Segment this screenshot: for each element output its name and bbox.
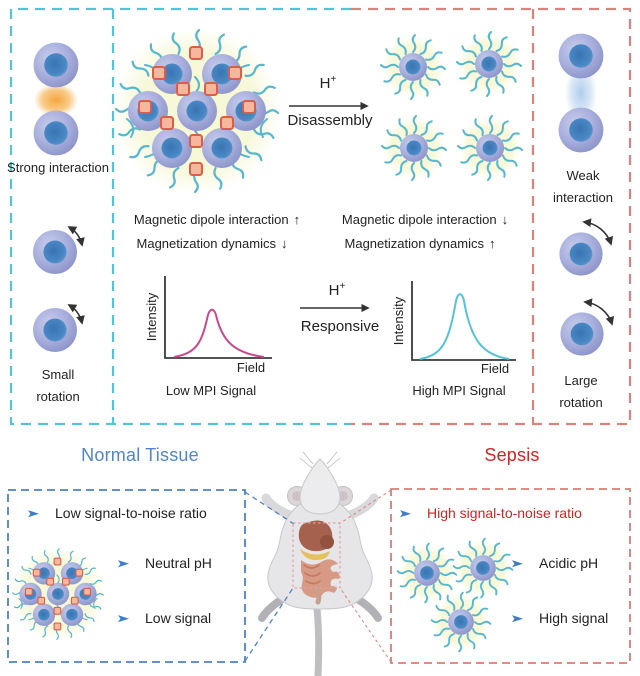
bullet-arrow-icon <box>512 615 523 623</box>
up-arrow-icon: ↑ <box>293 212 301 227</box>
high-mpi-signal-caption: High MPI Signal <box>412 383 506 398</box>
weak-interaction-dimer <box>558 33 604 153</box>
low-plot-y-axis-label: Intensity <box>143 292 159 342</box>
mouse-illustration <box>258 451 382 676</box>
normal-tissue-title: Normal Tissue <box>81 445 199 465</box>
panel-borders <box>7 7 632 664</box>
low-plot-x-axis-label: Field <box>236 360 266 375</box>
low-mpi-signal-caption: Low MPI Signal <box>165 383 257 398</box>
effect-dipole-aggregated: Magnetic dipole interaction ↑ <box>133 212 301 227</box>
high-plot-x-axis-label: Field <box>480 361 510 376</box>
sepsis-bullet-ph: Acidic pH <box>512 555 598 571</box>
low-mpi-plot <box>164 276 272 359</box>
weak-interaction-label-line2: interaction <box>553 190 613 205</box>
strong-interaction-label: Strong interaction <box>7 160 109 175</box>
responsive-label: Responsive <box>300 318 380 335</box>
bullet-arrow-icon <box>118 615 129 623</box>
large-rotation-label-line1: Large <box>564 373 598 388</box>
responsive-hplus-label: H+ <box>328 281 346 299</box>
high-mpi-plot <box>411 281 516 361</box>
sepsis-bullet-snr: High signal-to-noise ratio <box>400 505 582 521</box>
disassembly-label: Disassembly <box>287 112 373 129</box>
sepsis-title: Sepsis <box>484 445 540 465</box>
large-rotation-label-line2: rotation <box>559 395 603 410</box>
down-arrow-icon: ↓ <box>501 212 509 227</box>
small-rotation-label-line1: Small <box>41 367 75 382</box>
large-rotation-particles <box>559 221 613 356</box>
strong-interaction-dimer <box>33 42 79 156</box>
up-arrow-icon: ↑ <box>488 236 496 251</box>
small-rotation-label-line2: rotation <box>36 389 80 404</box>
normal-tissue-cluster <box>11 547 105 641</box>
bullet-arrow-icon <box>400 510 411 518</box>
disassembly-hplus-label: H+ <box>319 74 337 92</box>
effect-dynamics-dispersed: Magnetization dynamics ↑ <box>344 236 496 251</box>
effect-dipole-dispersed: Magnetic dipole interaction ↓ <box>341 212 509 227</box>
small-rotation-particles <box>33 226 83 352</box>
normal-bullet-snr: Low signal-to-noise ratio <box>28 505 207 521</box>
effect-dynamics-aggregated: Magnetization dynamics ↓ <box>136 236 288 251</box>
bullet-arrow-icon <box>118 560 129 568</box>
normal-bullet-signal: Low signal <box>118 610 211 626</box>
high-plot-y-axis-label: Intensity <box>390 296 406 346</box>
down-arrow-icon: ↓ <box>280 236 288 251</box>
bullet-arrow-icon <box>512 560 523 568</box>
weak-interaction-label-line1: Weak <box>566 168 600 183</box>
dispersed-nanoparticles <box>381 32 522 180</box>
sepsis-dispersed-particles <box>398 539 513 652</box>
nanoparticle-cluster <box>113 27 281 195</box>
sepsis-bullet-signal: High signal <box>512 610 608 626</box>
bullet-arrow-icon <box>28 510 39 518</box>
normal-bullet-ph: Neutral pH <box>118 555 212 571</box>
